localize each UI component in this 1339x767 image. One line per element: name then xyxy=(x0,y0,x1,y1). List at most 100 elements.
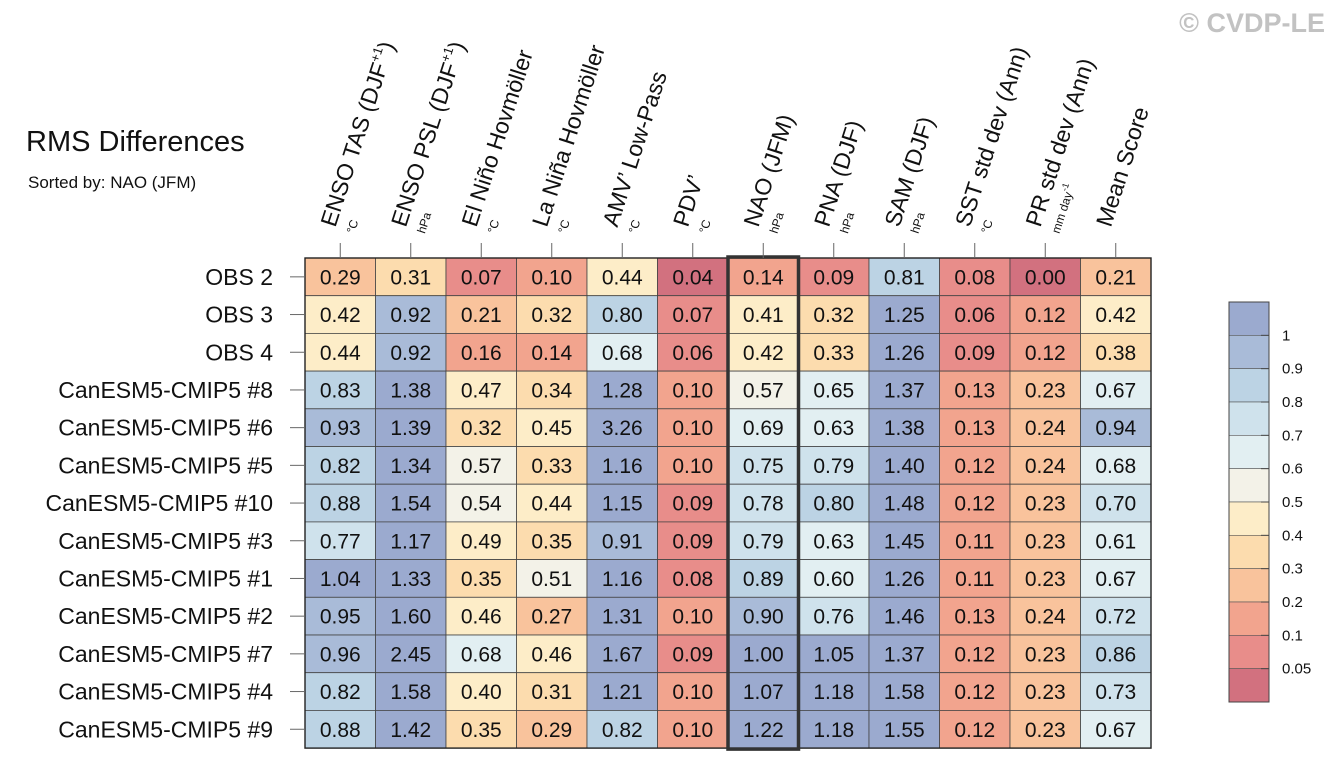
heatmap-cell xyxy=(727,634,799,674)
cell-value-label: 1.28 xyxy=(602,379,643,402)
colorbar-segment xyxy=(1228,401,1270,436)
row-label: CanESM5-CMIP5 #3 xyxy=(58,528,273,554)
heatmap-cell xyxy=(516,559,588,598)
cell-value-label: 0.09 xyxy=(813,266,854,289)
column-unit-label: °C xyxy=(555,218,573,235)
cell-value-label: 0.45 xyxy=(531,417,572,440)
heatmap-cell xyxy=(516,332,588,372)
cell-value-label: 1.25 xyxy=(884,304,925,327)
cell-value-label: 0.65 xyxy=(813,379,854,402)
colorbar-segment xyxy=(1228,301,1270,336)
heatmap-cell xyxy=(657,446,729,485)
cell-value-label: 0.11 xyxy=(955,530,994,553)
cell-value-label: 0.10 xyxy=(672,681,713,704)
cell-value-label: 0.31 xyxy=(390,266,431,289)
cell-value-label: 1.55 xyxy=(884,719,925,742)
column-header: SAM (DJF)hPa xyxy=(879,113,939,235)
heatmap-cell xyxy=(375,295,447,334)
cell-value-label: 0.79 xyxy=(813,455,854,478)
cell-value-label: 2.45 xyxy=(390,643,431,666)
cell-value-label: 0.79 xyxy=(743,530,784,553)
cell-value-label: 0.68 xyxy=(461,643,502,666)
cell-value-label: 0.12 xyxy=(1025,342,1066,365)
cell-value-label: 1.42 xyxy=(390,719,431,742)
heatmap-cell xyxy=(516,446,588,485)
heatmap-cell xyxy=(1009,596,1081,636)
cell-value-label: 0.80 xyxy=(602,304,643,327)
cell-value-label: 0.44 xyxy=(531,493,572,516)
heatmap-cell xyxy=(657,710,729,749)
cell-value-label: 0.49 xyxy=(461,530,502,553)
cell-value-label: 0.47 xyxy=(461,379,502,402)
heatmap-cell xyxy=(304,332,376,372)
heatmap-cell xyxy=(657,559,729,598)
cell-value-label: 1.54 xyxy=(390,493,431,516)
heatmap-cell xyxy=(939,596,1011,636)
cell-value-label: 1.22 xyxy=(743,719,784,742)
column-label: NAO (JFM) xyxy=(738,111,799,230)
column-unit-label: hPa xyxy=(908,210,928,235)
heatmap-cell xyxy=(586,521,658,561)
cell-value-label: 0.10 xyxy=(672,719,713,742)
cell-value-label: 0.92 xyxy=(390,304,431,327)
cell-value-label: 0.12 xyxy=(954,455,995,478)
cell-value-label: 0.76 xyxy=(813,606,854,629)
heatmap-cell xyxy=(727,332,799,372)
heatmap-cell xyxy=(939,483,1011,523)
cell-value-label: 0.35 xyxy=(461,568,502,591)
heatmap-cell xyxy=(445,559,517,598)
cell-value-label: 0.07 xyxy=(672,304,713,327)
cell-value-label: 1.40 xyxy=(884,455,925,478)
colorbar-segment xyxy=(1228,601,1270,636)
cell-value-label: 3.26 xyxy=(602,417,643,440)
cell-value-label: 1.58 xyxy=(884,681,925,704)
cell-value-label: 0.23 xyxy=(1025,643,1066,666)
column-unit-label: °C xyxy=(485,218,503,235)
chart-subtitle: Sorted by: NAO (JFM) xyxy=(28,173,197,192)
cell-value-label: 0.16 xyxy=(461,342,502,365)
heatmap-cell xyxy=(727,559,799,598)
cell-value-label: 0.68 xyxy=(602,342,643,365)
cell-value-label: 1.18 xyxy=(813,681,854,704)
cell-value-label: 0.46 xyxy=(531,643,572,666)
cell-value-label: 0.32 xyxy=(531,304,572,327)
heatmap-cell xyxy=(868,446,940,485)
colorbar-tick-label: 1 xyxy=(1282,327,1290,344)
heatmap-cell xyxy=(375,596,447,636)
heatmap-cell xyxy=(657,370,729,410)
row-label: CanESM5-CMIP5 #8 xyxy=(58,377,273,403)
row-label: CanESM5-CMIP5 #10 xyxy=(45,490,273,516)
heatmap-cell xyxy=(798,295,870,334)
heatmap-cell xyxy=(1080,257,1152,297)
cell-value-label: 0.82 xyxy=(320,681,361,704)
cell-value-label: 1.04 xyxy=(320,568,361,591)
cell-value-label: 0.06 xyxy=(672,342,713,365)
cell-value-label: 0.10 xyxy=(672,379,713,402)
cell-value-label: 0.63 xyxy=(813,417,854,440)
column-label: AMV’ Low-Pass xyxy=(597,68,672,230)
cell-value-label: 0.08 xyxy=(954,266,995,289)
column-header: Mean Score xyxy=(1091,104,1154,230)
heatmap-cell xyxy=(727,596,799,636)
row-label: CanESM5-CMIP5 #4 xyxy=(58,679,273,705)
cell-value-label: 0.51 xyxy=(531,568,572,591)
cell-value-label: 0.32 xyxy=(461,417,502,440)
cell-value-label: 1.07 xyxy=(743,681,784,704)
cell-value-label: 0.68 xyxy=(1095,455,1136,478)
cell-value-label: 0.61 xyxy=(1095,530,1136,553)
cell-value-label: 0.33 xyxy=(531,455,572,478)
colorbar-segment xyxy=(1228,635,1270,669)
heatmap-cell xyxy=(516,521,588,561)
heatmap-cell xyxy=(1080,596,1152,636)
heatmap-cell xyxy=(727,672,799,711)
heatmap-cell xyxy=(939,710,1011,749)
heatmap-cell xyxy=(1009,559,1081,598)
row-label: OBS 2 xyxy=(205,264,273,290)
column-label: PNA (DJF) xyxy=(809,117,868,230)
heatmap-cell xyxy=(727,446,799,485)
colorbar-tick-label: 0.1 xyxy=(1282,627,1303,644)
cell-value-label: 0.09 xyxy=(672,643,713,666)
cell-value-label: 0.70 xyxy=(1095,493,1136,516)
heatmap-cell xyxy=(1009,483,1081,523)
cell-value-label: 0.32 xyxy=(813,304,854,327)
